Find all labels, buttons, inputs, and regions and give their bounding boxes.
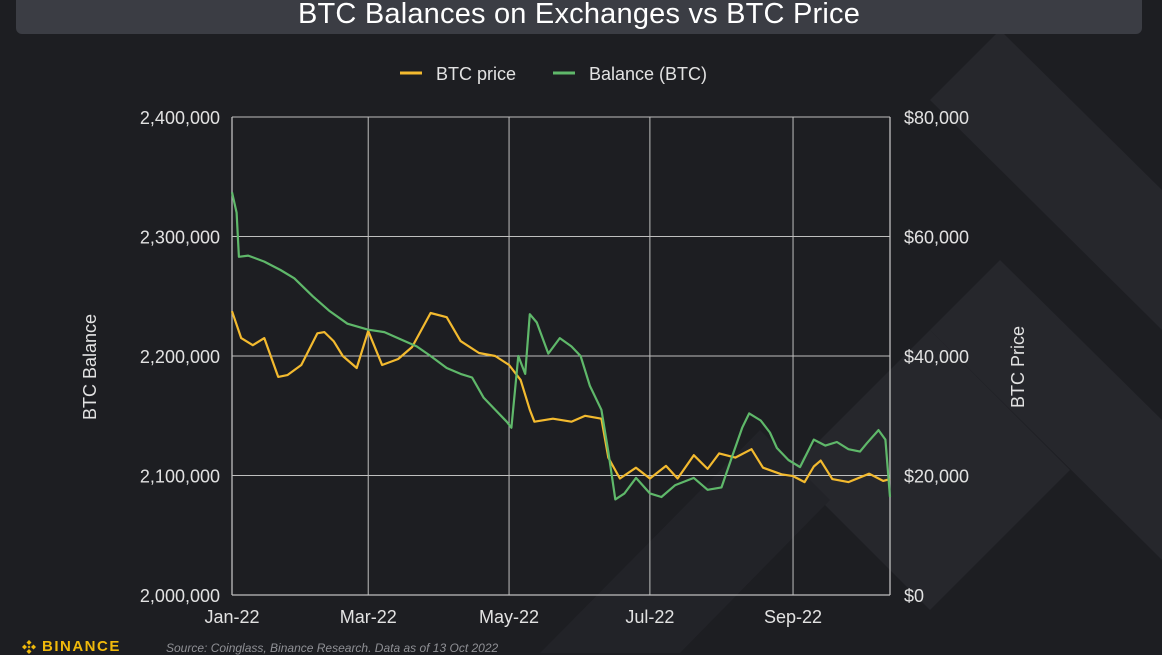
x-tick-label: Sep-22 (764, 607, 822, 627)
binance-logo-icon (22, 639, 36, 654)
y2-tick-label: $80,000 (904, 108, 969, 128)
y-tick-label: 2,000,000 (140, 586, 220, 606)
balance-line (230, 192, 892, 501)
y2-tick-label: $60,000 (904, 228, 969, 248)
footer: BINANCE Source: Coinglass, Binance Resea… (0, 636, 1162, 655)
source-note: Source: Coinglass, Binance Research. Dat… (166, 641, 499, 655)
y-tick-label: 2,400,000 (140, 108, 220, 128)
legend-btc-price-label: BTC price (436, 64, 516, 84)
y2-tick-label: $40,000 (904, 347, 969, 367)
x-tick-label: Mar-22 (340, 607, 397, 627)
y2-tick-label: $0 (904, 586, 924, 606)
legend-balance-label: Balance (BTC) (589, 64, 707, 84)
brand: BINANCE (22, 638, 121, 655)
x-tick-label: Jul-22 (625, 607, 674, 627)
chart-title: BTC Balances on Exchanges vs BTC Price (297, 0, 861, 30)
y-tick-label: 2,100,000 (140, 467, 220, 487)
x-tick-label: May-22 (479, 607, 539, 627)
y-tick-label: 2,200,000 (140, 347, 220, 367)
y2-tick-label: $20,000 (904, 467, 969, 487)
y2-axis-title: BTC Price (1008, 326, 1028, 408)
brand-name: BINANCE (42, 638, 121, 655)
y-axis-title: BTC Balance (80, 314, 100, 420)
title-bar: BTC Balances on Exchanges vs BTC Price (16, 0, 1142, 34)
x-tick-label: Jan-22 (204, 607, 259, 627)
btc-price-line (230, 310, 891, 484)
y-tick-label: 2,300,000 (140, 228, 220, 248)
